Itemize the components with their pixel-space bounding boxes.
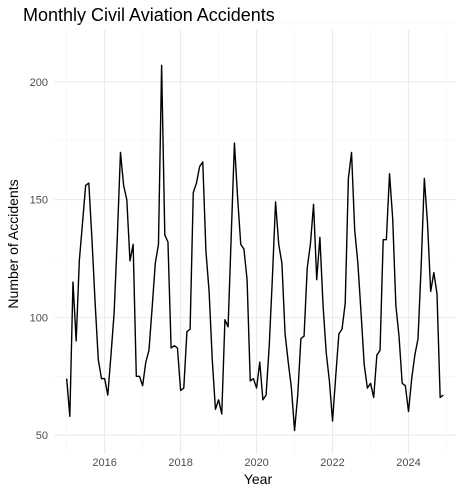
y-tick-label: 200 — [30, 77, 48, 89]
y-axis-title: Number of Accidents — [5, 179, 21, 308]
x-tick-label: 2018 — [168, 457, 192, 469]
x-tick-label: 2016 — [92, 457, 116, 469]
y-tick-label: 150 — [30, 195, 48, 207]
x-axis-title: Year — [244, 471, 273, 487]
chart-title: Monthly Civil Aviation Accidents — [23, 5, 275, 25]
y-tick-label: 50 — [36, 430, 48, 442]
x-tick-label: 2024 — [396, 457, 420, 469]
x-axis-ticks: 2016 2018 2020 2022 2024 — [92, 457, 420, 469]
series-line — [65, 64, 444, 432]
x-tick-label: 2022 — [320, 457, 344, 469]
y-tick-label: 100 — [30, 312, 48, 324]
y-axis-ticks: 50 100 150 200 — [30, 77, 48, 442]
x-tick-label: 2020 — [244, 457, 268, 469]
grid — [54, 22, 456, 454]
